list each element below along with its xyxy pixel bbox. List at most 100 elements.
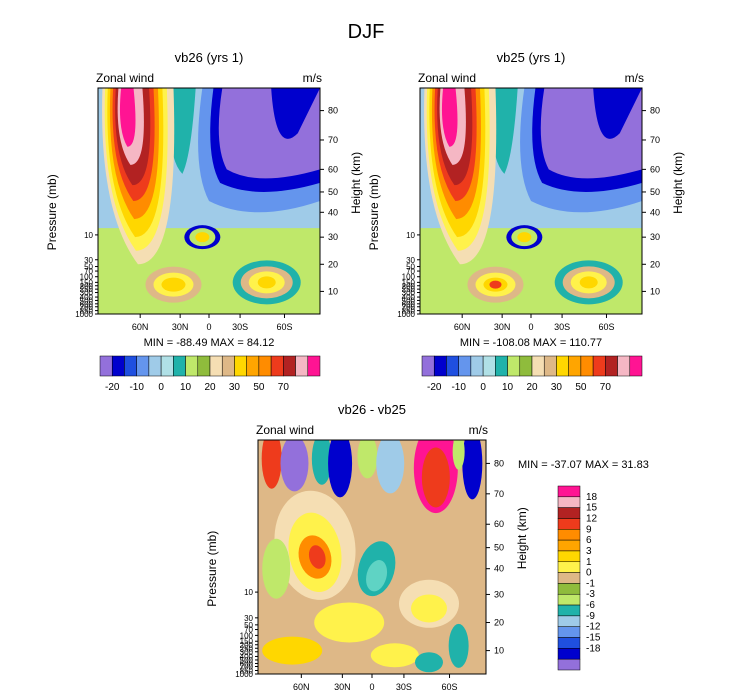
diff-strat-0 — [261, 440, 282, 489]
colorbar-label: 10 — [502, 382, 514, 393]
colorbar-swatch — [507, 355, 521, 377]
colorbar-swatch — [519, 355, 533, 377]
height-tick-label: 20 — [328, 259, 338, 269]
pressure-tick-label: 10 — [406, 231, 415, 240]
pressure-tick-label: 300 — [240, 648, 254, 657]
colorbar-swatch — [258, 355, 272, 377]
colorbar-swatch — [605, 355, 618, 377]
colorbar-label: -6 — [586, 600, 595, 611]
pressure-tick-label: 1000 — [397, 310, 415, 319]
field-name-label: Zonal wind — [96, 71, 154, 85]
pressure-tick-label: 200 — [402, 282, 416, 291]
colorbar-swatch — [197, 355, 211, 377]
colorbar-swatch — [557, 626, 581, 638]
panel-vb26: vb26 (yrs 1) Zonal wind m/s 60N 30N 0 30S 60S 10… — [45, 50, 363, 393]
pressure-tick-label: 250 — [240, 644, 254, 653]
x-tick-label: 30S — [396, 682, 412, 692]
colorbar-label: -20 — [427, 382, 442, 393]
nh-jet-level-7 — [441, 88, 458, 147]
nh-subjet-core — [489, 280, 502, 289]
colorbar-swatch — [136, 355, 150, 377]
x-tick-label: 0 — [369, 682, 374, 692]
height-tick-label: 10 — [494, 646, 504, 656]
min-max-stats: MIN = -37.07 MAX = 31.83 — [518, 459, 649, 471]
pressure-tick-label: 600 — [402, 300, 416, 309]
pressure-tick-label: 700 — [80, 303, 94, 312]
field-name-label: Zonal wind — [418, 71, 476, 85]
pressure-tick-label: 10 — [84, 231, 93, 240]
colorbar-swatch — [495, 355, 508, 377]
colorbar-swatch — [557, 615, 581, 627]
y-axis-title: Pressure (mb) — [45, 174, 59, 250]
colorbar-label: 0 — [586, 568, 592, 579]
colorbar-label: 6 — [586, 535, 592, 546]
pressure-tick-label: 250 — [80, 285, 94, 294]
colorbar-label: 0 — [158, 382, 164, 393]
colorbar-swatch — [148, 355, 162, 377]
colorbar-swatch — [557, 518, 581, 530]
pressure-tick-label: 150 — [240, 637, 254, 646]
colorbar-swatch — [557, 604, 581, 617]
colorbar-swatch — [557, 583, 581, 595]
min-max-stats: MIN = -88.49 MAX = 84.12 — [144, 337, 275, 349]
height-tick-label: 40 — [494, 564, 504, 574]
pressure-tick-label: 600 — [240, 659, 254, 668]
colorbar-swatch — [421, 355, 435, 377]
colorbar-label: -20 — [105, 382, 120, 393]
colorbar-label: -1 — [586, 578, 595, 589]
height-tick-label: 20 — [494, 618, 504, 628]
field-name-label: Zonal wind — [256, 423, 314, 437]
min-max-stats: MIN = -108.08 MAX = 110.77 — [460, 337, 602, 349]
colorbar-swatch — [482, 355, 496, 377]
colorbar-swatch — [295, 355, 309, 377]
colorbar-swatch — [557, 485, 581, 498]
x-tick-label: 60N — [293, 682, 310, 692]
easterly-core — [218, 88, 320, 179]
y-axis-title: Pressure (mb) — [205, 531, 219, 607]
height-tick-label: 50 — [650, 187, 660, 197]
pressure-tick-label: 30 — [244, 614, 253, 623]
colorbar-label: 50 — [575, 382, 587, 393]
sh-subjet-core — [579, 276, 598, 289]
colorbar-label: 20 — [526, 382, 538, 393]
units-label: m/s — [303, 71, 322, 85]
pressure-tick-label: 200 — [240, 641, 254, 650]
colorbar-label: 10 — [180, 382, 192, 393]
diff-area-12 — [448, 623, 469, 668]
diff-strat-5 — [376, 440, 405, 494]
pressure-tick-label: 1000 — [235, 670, 253, 679]
colorbar-swatch — [543, 355, 557, 377]
colorbar-swatch — [270, 355, 284, 377]
diff-area-3 — [308, 545, 326, 569]
pressure-tick-label: 200 — [80, 282, 94, 291]
pressure-tick-label: 500 — [80, 296, 94, 305]
colorbar-swatch — [557, 637, 581, 649]
contour-field — [98, 88, 320, 314]
colorbar-swatch — [580, 355, 594, 377]
diff-area-7 — [314, 602, 385, 643]
height-tick-label: 60 — [494, 519, 504, 529]
colorbar-swatch — [446, 355, 459, 377]
height-tick-label: 80 — [494, 458, 504, 468]
colorbar-swatch — [557, 593, 581, 606]
x-tick-label: 60N — [132, 322, 149, 332]
colorbar-swatch — [99, 355, 113, 377]
colorbar-swatch — [173, 355, 186, 377]
colorbar-label: -3 — [586, 589, 595, 600]
height-tick-label: 30 — [328, 232, 338, 242]
pressure-tick-label: 30 — [84, 256, 93, 265]
colorbar-swatch — [531, 355, 545, 377]
colorbar-label: -10 — [451, 382, 466, 393]
panel-title: vb26 (yrs 1) — [175, 50, 244, 65]
tropical-teal — [170, 88, 196, 174]
colorbar-swatch — [221, 355, 235, 377]
x-tick-label: 30N — [334, 682, 351, 692]
pressure-tick-label: 400 — [80, 293, 94, 302]
height-tick-label: 10 — [650, 286, 660, 296]
diff-strat-4 — [357, 440, 378, 479]
height-tick-label: 30 — [494, 589, 504, 599]
colorbar-swatch — [458, 355, 472, 377]
height-tick-label: 60 — [328, 164, 338, 174]
pressure-tick-label: 250 — [402, 285, 416, 294]
